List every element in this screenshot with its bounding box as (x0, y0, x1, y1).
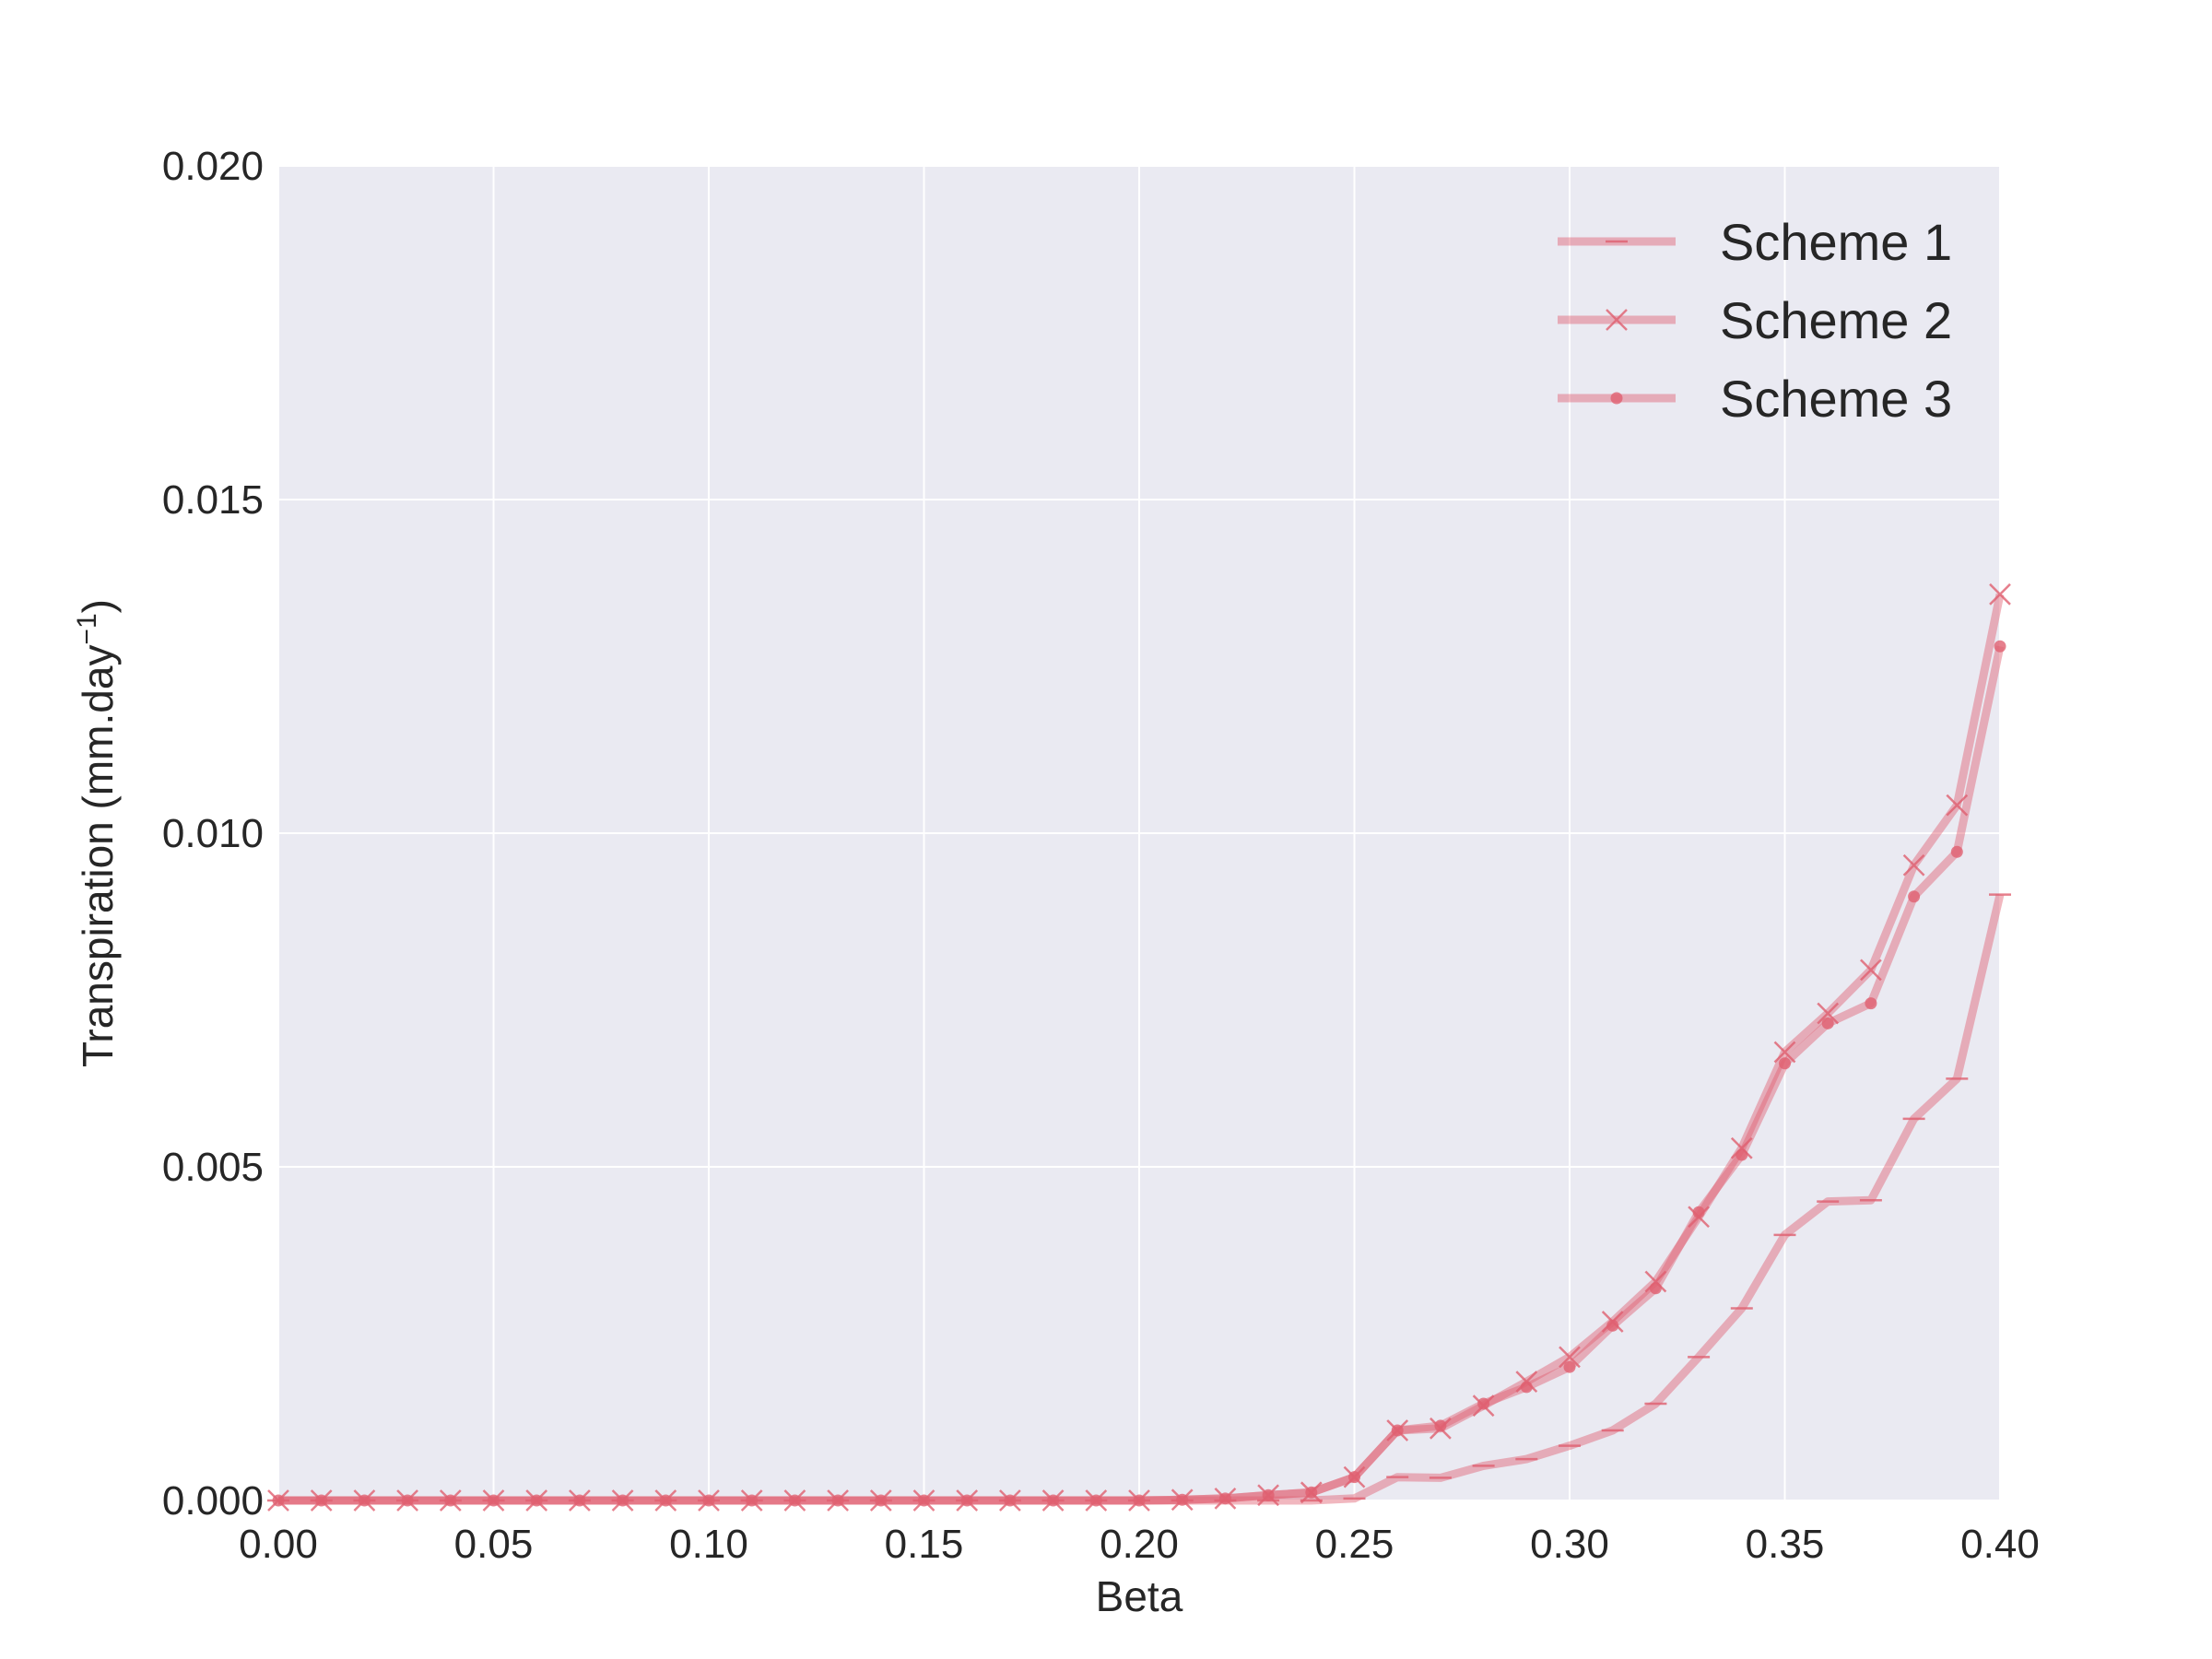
data-point (1817, 1002, 1840, 1025)
legend-item-1: Scheme 1 (1558, 213, 1952, 271)
data-point (358, 1494, 371, 1507)
data-point (1391, 1424, 1404, 1437)
data-point (1692, 1206, 1705, 1218)
data-point (1348, 1471, 1360, 1484)
y-tick-label: 0.015 (162, 477, 264, 523)
data-point (1559, 1346, 1581, 1369)
data-point (272, 1494, 285, 1507)
data-point (788, 1494, 801, 1507)
data-point (315, 1494, 328, 1507)
data-point (1305, 1486, 1318, 1499)
x-tick-label: 0.10 (669, 1522, 748, 1567)
data-point (1908, 890, 1921, 903)
y-tick-label: 0.020 (162, 144, 264, 189)
data-point (746, 1494, 759, 1507)
legend: Scheme 1 Scheme 2 Scheme 3 (1558, 213, 1952, 428)
data-point (659, 1494, 672, 1507)
data-point (1860, 959, 1882, 982)
data-point (831, 1494, 844, 1507)
data-point (1950, 845, 1963, 858)
series-3 (272, 640, 2006, 1507)
data-point (1902, 853, 1925, 877)
data-point (1520, 1381, 1533, 1394)
data-point (960, 1494, 973, 1507)
x-tick-label: 0.30 (1530, 1522, 1609, 1567)
data-point (617, 1494, 629, 1507)
data-point (1606, 1319, 1619, 1332)
data-point (1773, 1041, 1796, 1064)
x-tick-label: 0.05 (454, 1522, 534, 1567)
y-axis-label-main: Transpiration (mm.day (74, 645, 122, 1067)
data-point (1865, 997, 1877, 1010)
data-point (918, 1494, 930, 1507)
legend-label: Scheme 2 (1720, 291, 1952, 349)
x-tick-label: 0.25 (1315, 1522, 1394, 1567)
data-point (1176, 1493, 1189, 1506)
y-axis-label: Transpiration (mm.day−1) (72, 599, 122, 1067)
y-axis-ticks: 0.000 0.005 0.010 0.015 0.020 (162, 144, 264, 1524)
legend-marker (1610, 392, 1623, 405)
data-point (401, 1494, 414, 1507)
series-group (267, 582, 2011, 1512)
data-point (1477, 1397, 1490, 1410)
x-tick-label: 0.15 (885, 1522, 964, 1567)
data-point (488, 1494, 500, 1507)
data-point (1133, 1494, 1146, 1507)
x-tick-label: 0.40 (1960, 1522, 2040, 1567)
data-point (1644, 1270, 1667, 1293)
x-axis-label: Beta (1096, 1572, 1183, 1620)
data-point (1047, 1494, 1060, 1507)
data-point (1735, 1148, 1748, 1161)
x-tick-label: 0.00 (239, 1522, 318, 1567)
data-point (444, 1494, 457, 1507)
data-point (530, 1494, 543, 1507)
y-tick-label: 0.005 (162, 1145, 264, 1190)
data-point (1730, 1136, 1753, 1159)
y-tick-label: 0.010 (162, 811, 264, 856)
data-point (1989, 582, 2011, 606)
data-point (1262, 1488, 1275, 1501)
y-axis-label-close: ) (74, 599, 122, 613)
data-point (875, 1494, 888, 1507)
legend-item-2: Scheme 2 (1558, 291, 1952, 349)
data-point (1434, 1419, 1447, 1432)
legend-marker (1606, 309, 1628, 331)
data-point (1649, 1282, 1662, 1295)
x-tick-label: 0.20 (1100, 1522, 1179, 1567)
data-point (1779, 1057, 1791, 1070)
y-tick-label: 0.000 (162, 1478, 264, 1524)
data-point (1563, 1360, 1576, 1373)
data-point (1821, 1017, 1834, 1030)
data-point (1994, 640, 2006, 653)
data-point (702, 1494, 715, 1507)
data-point (573, 1494, 586, 1507)
x-tick-label: 0.35 (1746, 1522, 1825, 1567)
x-axis-ticks: 0.00 0.05 0.10 0.15 0.20 0.25 0.30 0.35 0.40 (239, 1522, 2040, 1567)
legend-item-3: Scheme 3 (1558, 370, 1952, 428)
data-point (1946, 794, 1969, 817)
data-point (1089, 1494, 1102, 1507)
legend-label: Scheme 3 (1720, 370, 1952, 428)
legend-label: Scheme 1 (1720, 213, 1952, 271)
data-point (1004, 1494, 1017, 1507)
data-point (1218, 1492, 1231, 1505)
y-axis-label-superscript: −1 (72, 613, 102, 644)
